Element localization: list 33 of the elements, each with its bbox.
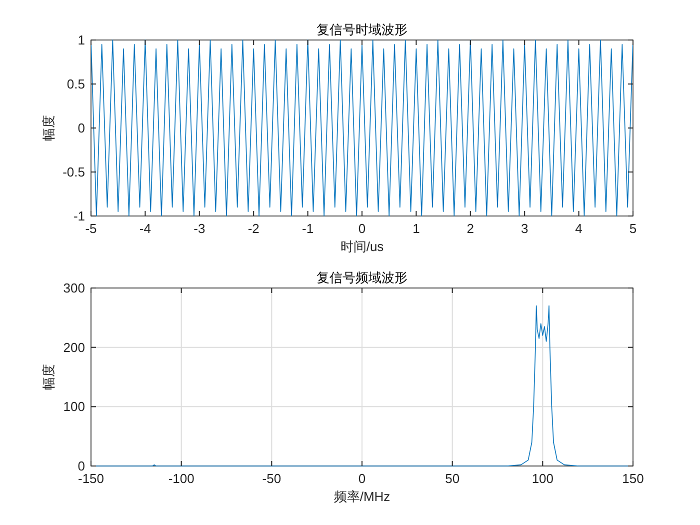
x-tick-label: -100 — [168, 471, 194, 486]
x-tick-label: 0 — [358, 221, 366, 236]
x-tick-label: -50 — [262, 471, 282, 486]
x-tick-label: 2 — [466, 221, 474, 236]
y-tick-label: 0 — [78, 458, 85, 474]
x-tick-label: 150 — [622, 471, 644, 486]
y-axis-title: 幅度 — [41, 115, 56, 141]
y-tick-label: -0.5 — [62, 164, 85, 180]
x-tick-label: -3 — [194, 221, 206, 236]
y-tick-label: 1 — [78, 32, 85, 48]
x-tick-label: 50 — [445, 471, 460, 486]
y-tick-label: 300 — [63, 280, 85, 296]
y-tick-label: 100 — [63, 399, 85, 414]
x-tick-label: -150 — [78, 471, 104, 486]
x-axis-title: 时间/us — [340, 239, 384, 254]
x-tick-label: 3 — [520, 221, 528, 236]
y-tick-label: 200 — [63, 340, 85, 355]
x-tick-label: 100 — [532, 471, 554, 486]
x-tick-label: 1 — [412, 221, 420, 236]
x-tick-label: 5 — [629, 221, 637, 236]
x-tick-label: 4 — [575, 221, 582, 236]
y-tick-label: 0.5 — [66, 76, 85, 92]
x-tick-label: -2 — [248, 221, 260, 236]
x-tick-label: -1 — [302, 221, 314, 236]
x-tick-label: -5 — [85, 221, 97, 236]
y-tick-label: -1 — [73, 208, 85, 224]
x-axis-title: 频率/MHz — [334, 489, 390, 504]
chart-title: 复信号时域波形 — [316, 22, 408, 37]
x-tick-label: -4 — [139, 221, 151, 236]
y-axis-title: 幅度 — [41, 364, 56, 390]
chart-title: 复信号频域波形 — [316, 270, 408, 285]
x-tick-label: 0 — [358, 471, 366, 486]
y-tick-label: 0 — [78, 120, 85, 136]
